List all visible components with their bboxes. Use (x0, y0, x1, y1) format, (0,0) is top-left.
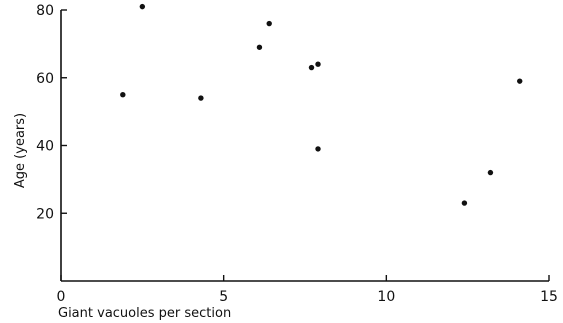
data-point (487, 169, 494, 176)
data-point (461, 200, 468, 206)
data-point (256, 44, 263, 50)
data-point (308, 64, 315, 71)
data-point (315, 146, 321, 152)
x-tick-label: 5 (219, 289, 228, 305)
y-tick-label: 20 (36, 206, 54, 222)
data-point (315, 61, 321, 67)
data-points (120, 3, 523, 206)
x-tick-label: 15 (540, 289, 558, 305)
data-point (198, 95, 204, 101)
x-tick-label: 0 (57, 289, 66, 305)
y-tick-label: 40 (36, 139, 54, 155)
x-axis-title: Giant vacuoles per section (58, 306, 231, 321)
data-point (266, 20, 272, 27)
data-point (120, 91, 126, 98)
x-axis-ticks: 0 5 10 15 (57, 275, 558, 305)
y-axis-title: Age (years) (13, 113, 28, 188)
y-tick-label: 80 (36, 3, 54, 19)
data-point (517, 78, 523, 84)
y-tick-label: 60 (36, 71, 54, 87)
y-axis-ticks: 20 40 60 80 (36, 3, 67, 222)
data-point (139, 3, 146, 10)
x-tick-label: 10 (377, 289, 395, 305)
